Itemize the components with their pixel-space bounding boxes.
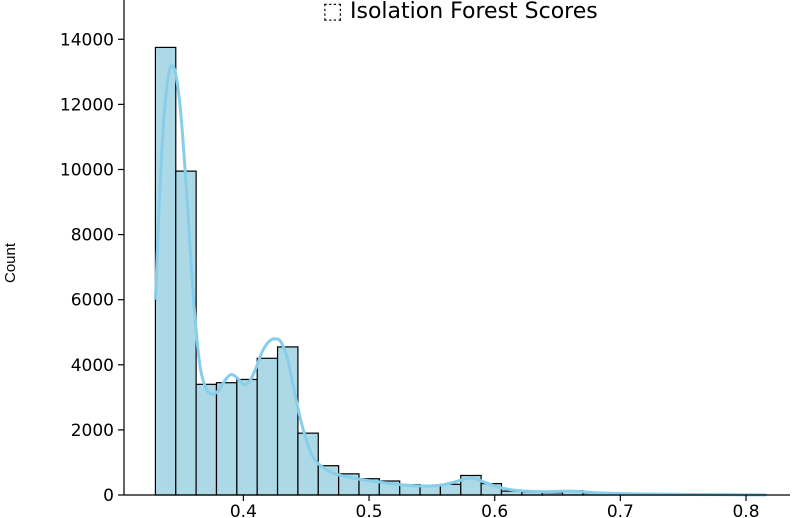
y-ticks: 0 2000 4000 6000 8000 10000 12000 14000 [60, 30, 124, 506]
y-tick-label: 4000 [71, 356, 114, 376]
kde-line [153, 64, 767, 497]
histogram-bar [195, 383, 218, 496]
y-axis-label: Count [2, 242, 19, 283]
histogram-bar [276, 346, 299, 496]
y-tick-label: 12000 [60, 95, 114, 115]
x-tick-label: 0.4 [230, 502, 257, 518]
y-tick-label: 10000 [60, 160, 114, 180]
y-tick-label: 6000 [71, 291, 114, 311]
histogram-bar [236, 378, 258, 496]
x-tick-label: 0.6 [481, 502, 508, 518]
y-tick-label: 0 [103, 486, 114, 506]
histogram-bar [175, 170, 197, 496]
histogram-bar [256, 357, 279, 496]
y-tick-label: 14000 [60, 30, 114, 50]
y-tick-label: 2000 [71, 421, 114, 441]
bars-layer [154, 46, 767, 496]
x-tick-label: 0.7 [607, 502, 634, 518]
y-tick-label: 8000 [71, 226, 114, 246]
x-ticks: 0.4 0.5 0.6 0.7 0.8 [230, 495, 760, 518]
x-tick-label: 0.8 [732, 502, 759, 518]
histogram-bar [215, 382, 238, 496]
x-tick-label: 0.5 [356, 502, 383, 518]
chart-title: ⬚ Isolation Forest Scores [322, 0, 598, 24]
